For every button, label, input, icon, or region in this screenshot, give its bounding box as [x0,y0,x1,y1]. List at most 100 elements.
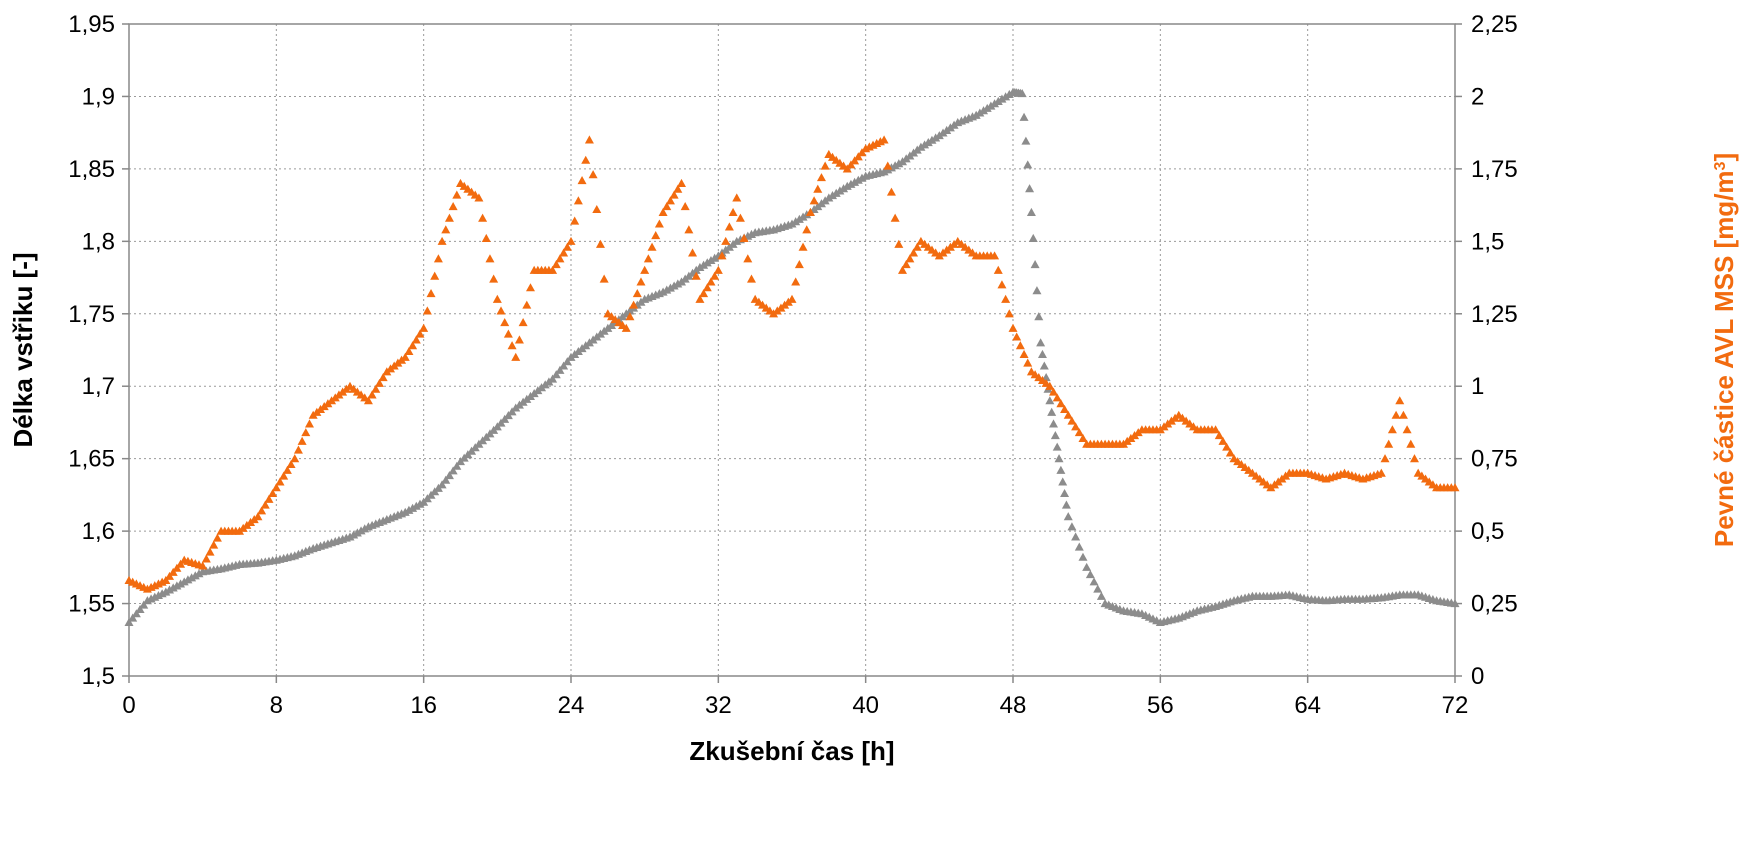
data-point [894,159,904,168]
data-point [993,96,1003,105]
data-point [525,283,535,292]
data-point [522,300,532,309]
data-point [699,260,709,269]
data-point [1004,309,1014,318]
data-point [669,281,679,290]
data-point [301,428,311,437]
data-point [374,378,384,387]
data-point [179,577,189,586]
data-point [1222,442,1232,451]
data-point [743,254,753,263]
data-point [367,390,377,399]
data-point [636,277,646,286]
data-point [1384,439,1394,448]
data-point [997,94,1007,103]
data-point [1450,599,1460,608]
data-point [695,294,705,303]
data-point [345,532,355,541]
data-point [559,361,569,370]
x-tick-label: 24 [558,692,585,719]
data-point [923,138,933,147]
data-point [1450,483,1460,492]
x-tick-label: 72 [1442,692,1469,719]
data-point [813,184,823,193]
data-point [253,512,263,521]
data-point [551,370,561,379]
data-point [909,248,919,257]
data-point [1380,454,1390,463]
right-tick-label: 1 [1471,373,1484,400]
left-tick-label: 1,85 [68,156,115,183]
data-point [1071,422,1081,431]
data-point [816,173,826,182]
data-point [478,213,488,222]
data-point [1001,92,1011,101]
data-point [419,323,429,332]
data-point [802,210,812,219]
data-point [437,236,447,245]
data-point [592,204,602,214]
data-point [562,242,572,251]
data-point [839,184,849,193]
data-point [448,466,458,475]
data-point [1078,552,1088,561]
data-point [205,547,215,556]
data-point [441,225,451,234]
x-tick-label: 16 [410,692,437,719]
data-point [662,285,672,294]
data-point [489,274,499,283]
data-point [651,231,661,240]
data-point [702,283,712,292]
data-point [927,135,937,144]
data-point [588,170,598,179]
data-point [1078,433,1088,442]
data-point [271,483,281,492]
data-point [408,503,418,512]
data-point [356,526,366,535]
data-point [1012,332,1022,341]
data-point [1214,430,1224,440]
data-point [1039,361,1049,370]
data-point [824,193,834,202]
data-point [629,300,639,309]
left-axis-ticks: 1,5 1,55 1,6 1,65 1,7 1,75 1,8 1,85 1,9 1,95 [68,11,129,690]
data-point [290,454,300,463]
data-point [1025,184,1035,193]
left-tick-label: 1,8 [82,228,115,255]
data-point [717,251,727,260]
data-point [820,161,830,170]
data-point [1067,522,1077,531]
data-point [1060,488,1070,498]
data-point [890,213,900,222]
data-point [422,306,432,315]
data-point [1398,410,1408,419]
data-point [853,175,863,184]
data-point [1001,294,1011,303]
data-point [699,288,709,298]
data-point [573,196,583,205]
data-point [360,524,370,533]
data-point [993,265,1003,274]
data-point [728,207,738,216]
data-point [787,219,797,228]
grid-lines [129,24,1455,676]
x-tick-label: 0 [122,692,135,719]
data-point [404,346,414,356]
data-point [581,155,591,164]
data-point [408,341,418,350]
data-point [1045,381,1055,390]
data-point [1391,410,1401,419]
y-axis-right-label: Pevné částice AVL MSS [mg/m3] [1709,153,1739,547]
data-point [724,222,734,231]
data-point [710,271,720,280]
data-point [971,110,981,119]
data-point [363,396,373,405]
data-point [599,274,609,283]
data-point [1019,349,1029,358]
data-point [805,207,815,216]
data-point [1089,577,1099,586]
data-point [172,581,182,590]
right-axis-ticks: 0 0,25 0,5 0,75 1 1,25 1,5 1,75 2 2,25 [1455,11,1518,690]
data-point [264,494,274,503]
data-point [1049,419,1059,428]
